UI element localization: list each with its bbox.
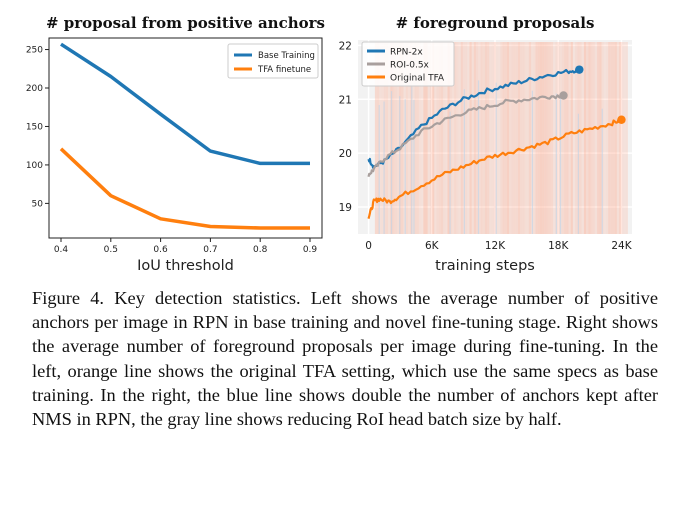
x-tick-label: 24K bbox=[611, 240, 632, 252]
legend-label: RPN-2x bbox=[390, 48, 423, 58]
legend-label: ROI-0.5x bbox=[390, 61, 430, 71]
chart-title: # foreground proposals bbox=[396, 14, 595, 32]
legend-box bbox=[361, 41, 455, 87]
series-line-original-tfa bbox=[367, 117, 623, 219]
x-tick-label: 0.8 bbox=[253, 245, 268, 255]
y-tick-label: 250 bbox=[26, 46, 43, 56]
x-tick-label: 0.5 bbox=[104, 245, 118, 255]
series-line-tfa-finetune bbox=[59, 147, 310, 230]
y-tick-label: 22 bbox=[339, 40, 352, 52]
y-tick-label: 150 bbox=[26, 122, 43, 132]
x-axis-label: training steps bbox=[435, 258, 535, 274]
legend-label: Base Training bbox=[258, 51, 315, 61]
x-axis-label: IoU threshold bbox=[137, 258, 234, 274]
series-endpoint-rpn-2x bbox=[575, 65, 584, 74]
y-tick-label: 100 bbox=[26, 161, 43, 171]
plot-frame bbox=[48, 37, 323, 239]
y-tick-label: 19 bbox=[339, 202, 352, 214]
series-endpoint-roi-0-5x bbox=[559, 91, 568, 100]
x-tick-label: 0.7 bbox=[203, 245, 217, 255]
x-tick-label: 0.6 bbox=[153, 245, 168, 255]
series-endpoint-original-tfa bbox=[617, 115, 626, 124]
y-tick-label: 200 bbox=[26, 84, 43, 94]
x-tick-label: 12K bbox=[485, 240, 506, 252]
x-tick-label: 0 bbox=[365, 240, 372, 252]
figure-charts: # proposal from positive anchors 0.4 0.5 0.… bbox=[26, 14, 633, 274]
series-line-base-training bbox=[60, 42, 310, 166]
figure-caption: Figure 4. Key detection statistics. Left… bbox=[32, 288, 658, 430]
chart-title: # proposal from positive anchors bbox=[46, 14, 325, 32]
series-line-roi-0-5x bbox=[367, 94, 565, 178]
y-tick-label: 21 bbox=[339, 94, 352, 106]
x-tick-label: 6K bbox=[425, 240, 440, 252]
y-tick-label: 50 bbox=[32, 199, 44, 209]
y-tick-label: 20 bbox=[339, 148, 352, 160]
x-tick-label: 0.9 bbox=[303, 245, 318, 255]
legend-label: TFA finetune bbox=[257, 65, 311, 75]
legend-label: Original TFA bbox=[390, 74, 445, 84]
x-tick-label: 18K bbox=[548, 240, 569, 252]
x-tick-label: 0.4 bbox=[54, 245, 69, 255]
